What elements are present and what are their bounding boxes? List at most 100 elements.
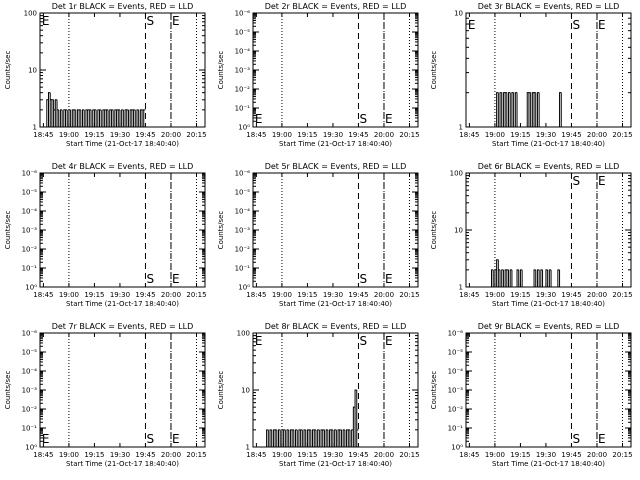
start-marker: S [359, 272, 367, 286]
y-axis-label: Counts/sec [217, 371, 225, 410]
x-tick-label: 19:15 [510, 291, 530, 299]
end-marker: E [598, 432, 606, 446]
start-marker: S [572, 432, 580, 446]
y-tick-label: 10⁻¹ [448, 425, 464, 433]
x-tick-label: 19:45 [348, 451, 368, 459]
y-tick-label: 10⁻³ [235, 67, 251, 75]
y-tick-label: 10⁻⁵ [235, 189, 251, 197]
end-marker: E [172, 432, 180, 446]
start-marker: S [146, 272, 154, 286]
x-tick-label: 18:45 [459, 291, 479, 299]
x-axis-label: Start Time (21-Oct-17 18:40:40) [66, 140, 179, 148]
chart-title: Det 4r BLACK = Events, RED = LLD [52, 162, 194, 171]
y-tick-label: 10⁻³ [22, 227, 38, 235]
x-tick-label: 20:00 [374, 131, 394, 139]
end-marker: E [598, 174, 606, 188]
x-tick-label: 18:45 [459, 451, 479, 459]
x-tick-label: 19:45 [348, 291, 368, 299]
x-tick-label: 19:30 [110, 451, 130, 459]
y-tick-label: 10⁻⁶ [22, 170, 38, 178]
axes-frame [252, 172, 419, 288]
end-marker: E [598, 18, 606, 32]
x-tick-label: 19:00 [485, 131, 505, 139]
axes-frame [465, 332, 632, 448]
y-tick-label: 10⁻² [22, 246, 38, 254]
axes-frame [465, 172, 632, 288]
y-axis-label: Counts/sec [217, 211, 225, 250]
x-tick-label: 19:15 [297, 291, 317, 299]
x-tick-label: 20:00 [374, 451, 394, 459]
y-tick-label: 10⁻⁵ [22, 349, 38, 357]
x-tick-label: 19:15 [84, 291, 104, 299]
x-tick-label: 19:45 [561, 131, 581, 139]
x-tick-label: 19:15 [510, 451, 530, 459]
axes-frame [39, 332, 206, 448]
chart-panel-3: Det 3r BLACK = Events, RED = LLD 18:45 19:… [430, 2, 633, 148]
x-tick-label: 19:00 [59, 451, 79, 459]
y-tick-label: 10 [454, 227, 463, 235]
y-axis-label: Counts/sec [4, 371, 12, 410]
x-tick-label: 20:15 [612, 451, 632, 459]
axes-frame [465, 12, 632, 128]
x-tick-label: 20:15 [612, 131, 632, 139]
x-tick-label: 19:30 [536, 131, 556, 139]
y-tick-label: 100 [450, 170, 463, 178]
x-tick-label: 18:45 [459, 131, 479, 139]
x-axis-label: Start Time (21-Oct-17 18:40:40) [279, 140, 392, 148]
x-tick-label: 19:45 [135, 291, 155, 299]
end-marker: E [255, 334, 263, 348]
x-axis-label: Start Time (21-Oct-17 18:40:40) [66, 300, 179, 308]
y-tick-label: 10⁻⁴ [22, 368, 38, 376]
end-marker: E [385, 112, 393, 126]
y-tick-label: 10⁻² [235, 86, 251, 94]
y-tick-label: 100 [24, 10, 37, 18]
chart-panel-9: Det 9r BLACK = Events, RED = LLD 18:45 19:… [430, 322, 633, 468]
x-tick-label: 19:30 [323, 131, 343, 139]
x-tick-label: 20:00 [161, 451, 181, 459]
x-tick-label: 19:00 [59, 131, 79, 139]
end-marker: E [172, 14, 180, 28]
x-tick-label: 20:15 [399, 131, 419, 139]
x-tick-label: 18:45 [33, 451, 53, 459]
x-axis-label: Start Time (21-Oct-17 18:40:40) [66, 460, 179, 468]
x-axis-label: Start Time (21-Oct-17 18:40:40) [492, 140, 605, 148]
y-tick-label: 10⁻³ [235, 227, 251, 235]
x-tick-label: 20:00 [587, 131, 607, 139]
x-tick-label: 19:00 [485, 291, 505, 299]
y-tick-label: 10⁻⁴ [22, 208, 38, 216]
y-tick-label: 10⁻⁴ [448, 368, 464, 376]
y-axis-label: Counts/sec [4, 51, 12, 90]
x-tick-label: 19:45 [561, 291, 581, 299]
y-tick-label: 10⁻⁴ [235, 48, 251, 56]
x-tick-label: 19:15 [297, 451, 317, 459]
x-tick-label: 19:00 [272, 451, 292, 459]
axes-frame [252, 12, 419, 128]
y-tick-label: 10⁰ [25, 284, 37, 292]
x-axis-label: Start Time (21-Oct-17 18:40:40) [492, 460, 605, 468]
events-series [494, 92, 563, 128]
x-tick-label: 19:00 [272, 291, 292, 299]
x-tick-label: 19:00 [485, 451, 505, 459]
y-tick-label: 1 [459, 124, 463, 132]
x-tick-label: 20:15 [186, 451, 206, 459]
y-tick-label: 10⁻³ [22, 387, 38, 395]
chart-title: Det 2r BLACK = Events, RED = LLD [265, 2, 407, 11]
x-tick-label: 20:00 [161, 291, 181, 299]
x-tick-label: 19:30 [536, 451, 556, 459]
y-tick-label: 10⁻⁶ [235, 10, 251, 18]
y-tick-label: 10⁻³ [448, 387, 464, 395]
x-tick-label: 19:00 [272, 131, 292, 139]
y-tick-label: 10 [454, 10, 463, 18]
x-tick-label: 20:00 [161, 131, 181, 139]
x-tick-label: 20:15 [612, 291, 632, 299]
chart-panel-8: Det 8r BLACK = Events, RED = LLD 18:45 19:… [217, 322, 420, 468]
x-tick-label: 20:15 [399, 451, 419, 459]
x-tick-label: 18:45 [33, 291, 53, 299]
x-axis-label: Start Time (21-Oct-17 18:40:40) [492, 300, 605, 308]
y-tick-label: 10⁰ [238, 124, 250, 132]
axes-frame [39, 172, 206, 288]
chart-title: Det 9r BLACK = Events, RED = LLD [478, 322, 620, 331]
x-tick-label: 20:00 [587, 451, 607, 459]
